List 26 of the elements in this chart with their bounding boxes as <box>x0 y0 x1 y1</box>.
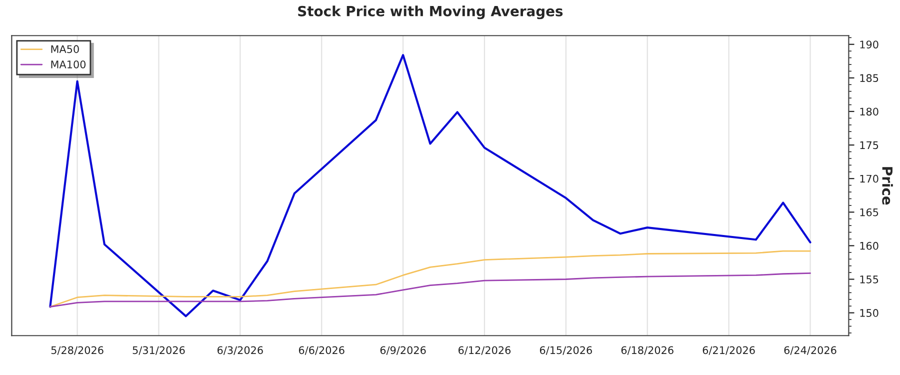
line-series <box>49 272 811 308</box>
y-tick-label: 150 <box>860 309 878 317</box>
x-tick-label: 5/28/2026 <box>51 346 104 355</box>
y-tick-label: 190 <box>860 40 878 48</box>
y-tick-label: 170 <box>860 174 878 183</box>
x-tick-label: 6/15/2026 <box>540 346 592 355</box>
y-tick-label: 180 <box>860 108 878 116</box>
y-tick-label: 175 <box>860 141 878 150</box>
x-tick-label: 6/21/2026 <box>702 346 755 355</box>
x-tick-label: 5/31/2026 <box>132 346 185 355</box>
y-tick-label: 155 <box>860 276 878 284</box>
x-tick-label: 6/3/2026 <box>218 346 263 355</box>
line-series <box>49 54 812 318</box>
x-tick-label: 6/24/2026 <box>784 346 836 355</box>
y-tick-label: 160 <box>860 242 878 250</box>
x-tick-label: 6/6/2026 <box>298 346 344 355</box>
x-tick-label: 6/12/2026 <box>458 346 511 355</box>
x-tick-label: 6/9/2026 <box>380 346 426 355</box>
y-axis-title: Price <box>882 167 893 205</box>
chart-title: Stock Price with Moving Averages <box>298 6 563 20</box>
y-tick-label: 185 <box>860 74 878 82</box>
x-tick-label: 6/18/2026 <box>621 346 674 355</box>
line-series <box>49 250 811 308</box>
legend-label: MA50 <box>51 45 79 54</box>
legend-label: MA100 <box>51 60 86 68</box>
y-tick-label: 165 <box>860 208 878 216</box>
